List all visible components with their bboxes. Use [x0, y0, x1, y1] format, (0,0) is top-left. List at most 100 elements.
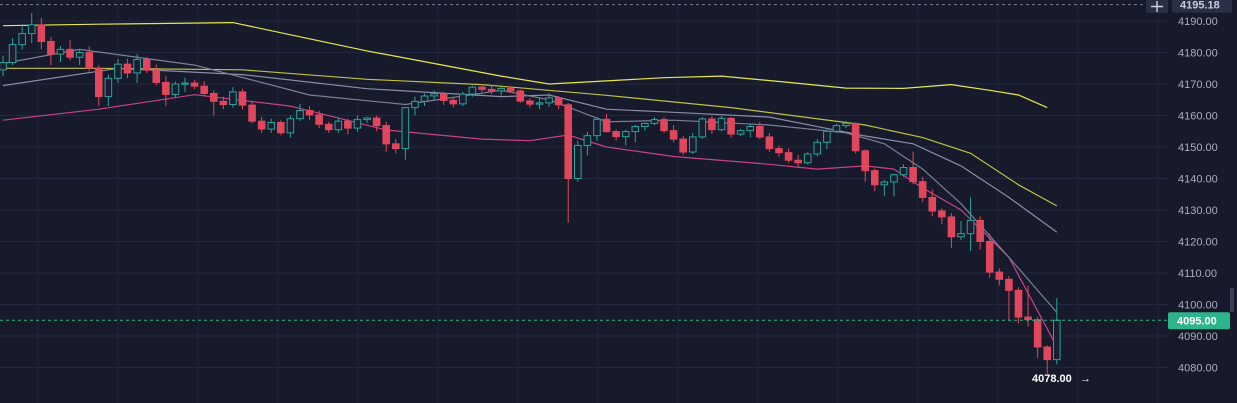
indicator-line-3 [2, 67, 1058, 233]
candle-body-down [487, 88, 496, 92]
candle-body-up [171, 83, 180, 95]
candle-body-down [85, 52, 94, 69]
y-tick-label: 4080.00 [1178, 363, 1218, 375]
candle-body-down [1043, 346, 1052, 361]
y-tick-label: 4100.00 [1178, 300, 1218, 312]
candle-body-up [459, 93, 467, 105]
candle-body-up [698, 118, 707, 138]
candle-body-up [641, 122, 649, 128]
y-tick-label: 4130.00 [1178, 205, 1218, 217]
y-tick-label: 4150.00 [1178, 142, 1218, 154]
candle-body-up [8, 44, 17, 64]
candle-body-down [612, 131, 620, 138]
price-overlays: 4195.18 4095.00 4078.00 → [0, 0, 1232, 385]
candle-body-down [1033, 319, 1042, 348]
candle-body-down [765, 136, 774, 150]
indicator-line-5 [2, 48, 1058, 313]
candle-body-down [478, 86, 486, 90]
candle-body-down [679, 138, 687, 153]
candle-body-up [746, 126, 755, 132]
plus-icon[interactable] [1151, 1, 1163, 12]
candle-body-down [277, 121, 285, 134]
y-tick-label: 4180.00 [1178, 48, 1218, 60]
candle-body-up [803, 153, 812, 164]
candle-body-up [401, 107, 410, 150]
price-axis: 4190.00 4180.00 4170.00 4160.00 4150.00 4140.… [1168, 0, 1237, 403]
candle-body-down [238, 91, 247, 106]
top-price-label: 4195.18 [1180, 0, 1220, 12]
candle-body-up [957, 233, 965, 238]
candle-body-down [918, 181, 927, 198]
candle-body-down [976, 219, 984, 243]
candle-body-down [305, 109, 314, 116]
candle-body-up [880, 181, 889, 186]
candle-body-down [506, 87, 515, 92]
candle-body-down [152, 69, 161, 83]
candle-body-down [851, 122, 860, 152]
candle-body-down [123, 63, 132, 74]
candle-body-down [162, 81, 170, 95]
indicator-line-4 [2, 94, 1058, 347]
candle-body-down [909, 166, 917, 183]
candle-body-down [1005, 278, 1013, 291]
candles [0, 13, 1061, 374]
candle-body-up [420, 95, 429, 102]
candle-body-up [18, 33, 26, 46]
candle-body-up [621, 131, 630, 138]
price-axis-background [1168, 0, 1237, 403]
candle-body-up [353, 119, 362, 129]
candle-body-down [209, 92, 218, 102]
candle-body-down [1024, 316, 1032, 321]
candle-body-down [142, 58, 151, 71]
candle-body-down [315, 114, 323, 125]
candle-body-up [890, 174, 898, 183]
y-tick-label: 4140.00 [1178, 174, 1218, 186]
candle-body-up [363, 117, 371, 121]
y-tick-label: 4120.00 [1178, 237, 1218, 249]
candle-body-up [842, 122, 850, 127]
candle-body-down [564, 104, 573, 179]
candle-body-down [526, 100, 534, 105]
candle-body-down [449, 99, 458, 105]
candle-body-down [727, 117, 735, 135]
candle-body-down [660, 119, 668, 132]
low-price-label: 4078.00 [1032, 373, 1072, 385]
candle-body-up [133, 58, 141, 74]
candle-body-down [708, 118, 716, 131]
y-tick-label: 4190.00 [1178, 16, 1218, 28]
candle-body-up [497, 87, 505, 92]
candle-body-down [391, 143, 400, 150]
indicator-lines [2, 21, 1058, 347]
candle-body-down [775, 148, 783, 154]
candle-body-down [756, 126, 764, 138]
candle-body-down [861, 150, 870, 172]
candle-body-down [37, 24, 46, 42]
candle-body-up [899, 166, 908, 176]
candle-body-up [56, 48, 65, 55]
candle-body-up [1053, 319, 1061, 361]
candle-body-down [928, 196, 937, 212]
candle-body-down [47, 40, 55, 55]
candle-body-down [995, 271, 1004, 280]
indicator-line-2 [3, 67, 1058, 207]
axis-scroll-handle[interactable] [1230, 288, 1234, 312]
candle-body-up [574, 144, 582, 180]
candle-body-up [104, 77, 113, 98]
candle-body-up [813, 141, 822, 155]
candle-body-up [535, 102, 544, 105]
indicator-line-1 [2, 21, 1048, 109]
add-button[interactable] [1146, 0, 1168, 13]
candle-body-up [823, 130, 831, 143]
candle-body-up [593, 118, 601, 137]
y-tick-label: 4110.00 [1178, 268, 1217, 280]
candle-body-down [516, 90, 525, 102]
candle-body-up [583, 135, 592, 146]
grid [0, 0, 1168, 403]
candle-body-up [75, 52, 84, 58]
candle-body-down [938, 210, 946, 218]
candle-body-down [784, 152, 793, 161]
current-price-badge [1168, 312, 1230, 330]
candle-body-down [248, 104, 256, 122]
